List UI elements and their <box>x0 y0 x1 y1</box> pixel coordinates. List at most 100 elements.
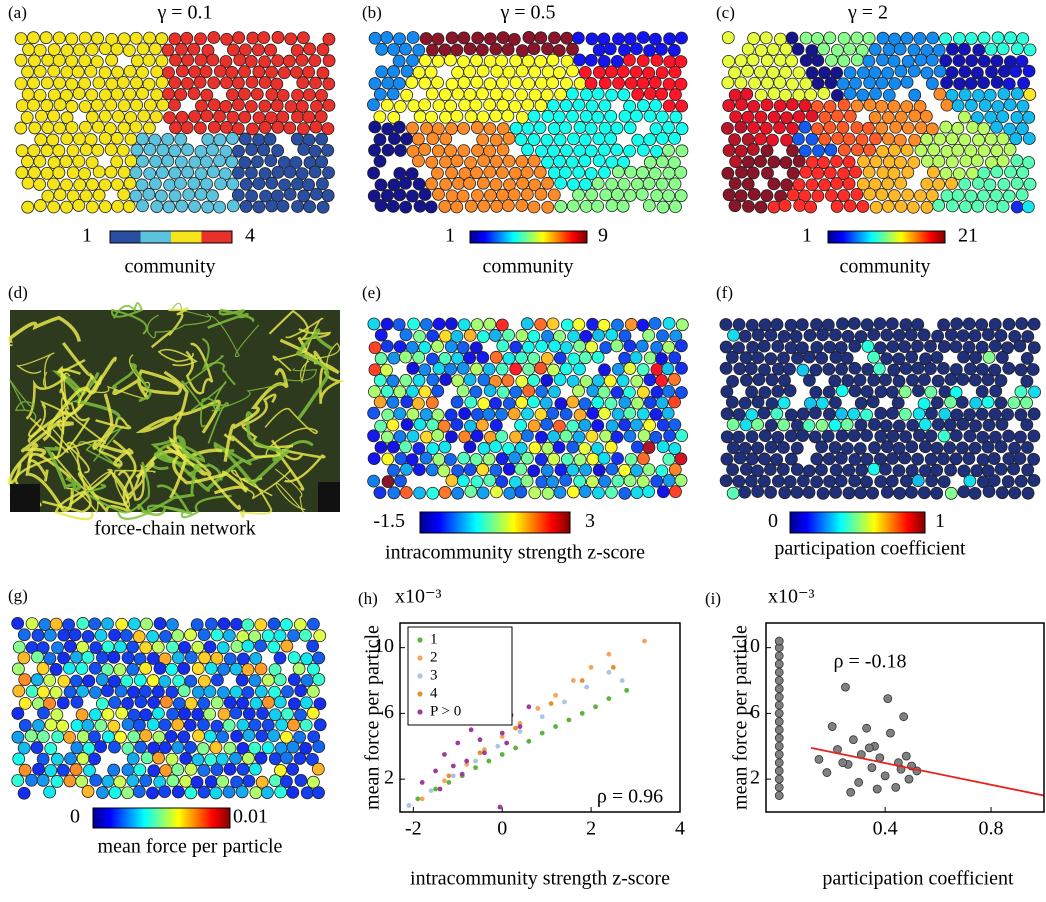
particle <box>230 729 244 743</box>
particle <box>728 199 742 213</box>
particle <box>855 463 869 477</box>
force-chain <box>53 359 91 459</box>
particle <box>758 452 771 466</box>
particle <box>822 385 836 399</box>
particle <box>191 662 205 675</box>
particle <box>444 53 457 67</box>
particle <box>413 486 426 500</box>
particle <box>771 339 785 353</box>
particle <box>177 662 191 675</box>
particle <box>611 407 625 421</box>
particle <box>152 706 165 720</box>
particle <box>11 730 25 744</box>
point <box>499 752 505 757</box>
particle <box>598 99 612 113</box>
particle <box>463 373 477 387</box>
particle <box>970 154 984 168</box>
particle <box>113 663 127 677</box>
particle <box>913 31 927 45</box>
particle <box>197 696 211 710</box>
particle <box>823 340 836 354</box>
y-tick-label: 6 <box>384 701 394 723</box>
particle <box>210 696 224 710</box>
particle <box>611 452 624 465</box>
particle <box>662 99 676 113</box>
particle <box>312 673 326 686</box>
particle <box>59 155 73 168</box>
particle <box>236 652 250 666</box>
particle <box>217 617 231 631</box>
particle <box>418 143 432 156</box>
particle <box>121 651 135 665</box>
particle <box>399 374 413 387</box>
particle <box>133 673 147 687</box>
particle <box>592 65 606 79</box>
particle <box>121 786 135 800</box>
particle <box>1010 42 1024 56</box>
particle <box>863 98 877 112</box>
particle <box>252 200 266 214</box>
particle <box>1014 474 1028 488</box>
particle <box>604 109 618 123</box>
particle <box>548 339 561 353</box>
particle <box>88 752 101 766</box>
particle <box>598 363 611 377</box>
particle <box>946 199 959 213</box>
particle <box>82 674 96 688</box>
particle <box>675 318 689 332</box>
particle <box>636 31 650 44</box>
particle <box>464 110 478 124</box>
particle <box>1014 363 1028 377</box>
particle <box>367 317 381 331</box>
particle <box>168 98 181 112</box>
particle <box>174 132 188 146</box>
particle <box>791 132 805 146</box>
particle <box>592 154 606 168</box>
particle <box>196 742 210 755</box>
particle <box>15 144 29 158</box>
particle <box>1027 407 1041 421</box>
particle <box>252 65 266 79</box>
particle <box>236 718 250 732</box>
particle <box>932 177 946 191</box>
force-chain <box>172 455 249 495</box>
particle <box>400 418 414 431</box>
particle <box>136 199 149 213</box>
colorbar-label: intracommunity strength z-score <box>385 542 645 564</box>
particle <box>470 429 484 443</box>
particle <box>810 122 824 136</box>
particle <box>880 352 893 366</box>
particle <box>108 628 121 642</box>
particle <box>256 707 269 720</box>
particle <box>810 475 824 489</box>
particle <box>766 66 780 79</box>
particle <box>914 144 928 157</box>
particle <box>159 630 172 643</box>
particle <box>458 407 472 420</box>
particle <box>836 121 850 134</box>
particle <box>810 452 824 466</box>
particle <box>520 166 534 179</box>
particle <box>250 87 264 101</box>
particle <box>656 132 669 145</box>
particle <box>438 486 452 499</box>
particle <box>24 729 38 743</box>
particle <box>85 88 99 102</box>
particle <box>950 317 964 331</box>
particle <box>944 486 958 500</box>
particle <box>248 630 262 643</box>
particle <box>501 88 515 102</box>
particle <box>848 384 862 398</box>
particle <box>91 120 105 134</box>
particle <box>898 385 912 399</box>
particle <box>958 88 972 102</box>
particle <box>153 662 167 675</box>
particle <box>784 452 798 466</box>
particle <box>944 463 958 477</box>
particle <box>603 374 617 388</box>
particle <box>872 362 886 376</box>
particle <box>213 200 226 214</box>
particle <box>842 155 856 169</box>
particle <box>933 87 947 101</box>
particle <box>629 65 643 79</box>
